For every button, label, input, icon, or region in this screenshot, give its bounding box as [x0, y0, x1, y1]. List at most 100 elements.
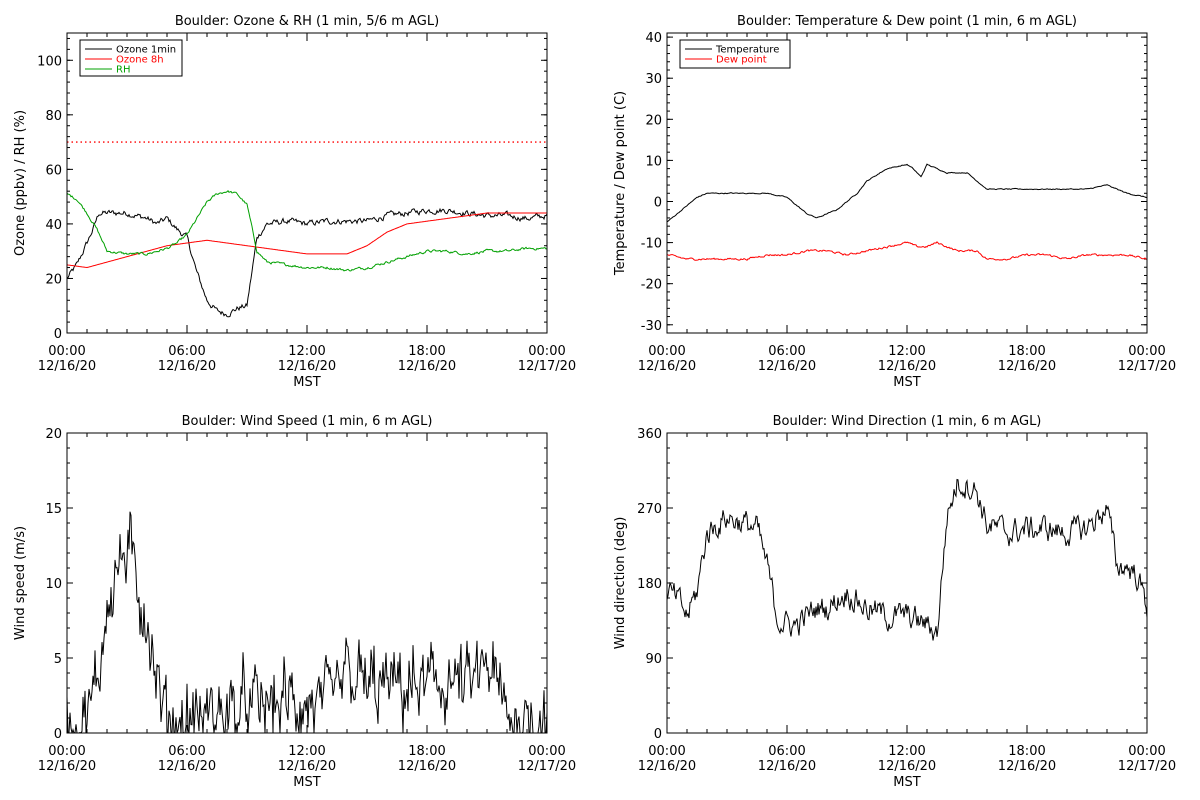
wind-speed-panel: Boulder: Wind Speed (1 min, 6 m AGL) Wind…	[13, 414, 576, 790]
y-tick-label: 90	[645, 652, 662, 667]
y-tick-label: 20	[45, 427, 62, 442]
y-tick-label: 30	[645, 72, 662, 87]
y-tick-label: -20	[641, 278, 662, 293]
y-tick-label: 80	[45, 109, 62, 124]
chart-title: Boulder: Wind Direction (1 min, 6 m AGL)	[773, 414, 1042, 429]
legend-box	[679, 39, 791, 69]
series-line-ozone-8h	[67, 212, 547, 269]
y-tick-label: 180	[637, 577, 662, 592]
x-tick-time-label: 00:00	[48, 744, 85, 759]
wind-direction-panel: Boulder: Wind Direction (1 min, 6 m AGL)…	[613, 414, 1176, 790]
x-tick-date-label: 12/16/20	[638, 359, 696, 374]
x-tick-time-label: 06:00	[768, 344, 805, 359]
x-tick-date-label: 12/16/20	[758, 759, 816, 774]
legend-label: Dew point	[716, 55, 767, 66]
y-tick-label: 0	[54, 727, 62, 742]
y-axis-label: Wind speed (m/s)	[13, 526, 28, 640]
y-tick-label: 360	[637, 427, 662, 442]
x-axis-label: MST	[293, 775, 320, 790]
x-tick-time-label: 06:00	[168, 344, 205, 359]
x-tick-date-label: 12/16/20	[878, 359, 936, 374]
series-line-0	[667, 478, 1147, 641]
y-tick-label: -10	[641, 237, 662, 252]
y-tick-label: 100	[37, 54, 62, 69]
chart-title: Boulder: Temperature & Dew point (1 min,…	[737, 14, 1077, 29]
x-tick-time-label: 12:00	[288, 744, 325, 759]
y-tick-label: 0	[54, 327, 62, 342]
x-tick-date-label: 12/16/20	[38, 359, 96, 374]
y-tick-label: 60	[45, 163, 62, 178]
x-tick-date-label: 12/16/20	[758, 359, 816, 374]
x-tick-time-label: 00:00	[48, 344, 85, 359]
y-tick-label: 270	[637, 502, 662, 517]
plot-frame	[66, 432, 548, 734]
legend-box	[79, 39, 183, 77]
y-tick-label: 5	[54, 652, 62, 667]
y-tick-label: 10	[45, 577, 62, 592]
y-tick-label: 0	[654, 195, 662, 210]
x-tick-date-label: 12/16/20	[998, 759, 1056, 774]
x-tick-time-label: 00:00	[528, 344, 565, 359]
y-axis-label: Temperature / Dew point (C)	[613, 91, 628, 276]
x-tick-date-label: 12/16/20	[158, 359, 216, 374]
x-tick-time-label: 00:00	[528, 744, 565, 759]
y-tick-label: 20	[645, 113, 662, 128]
y-tick-label: 15	[45, 502, 62, 517]
legend-label: RH	[116, 65, 130, 76]
plot-area	[67, 190, 547, 318]
chart-title: Boulder: Wind Speed (1 min, 6 m AGL)	[182, 414, 433, 429]
y-axis-label: Ozone (ppbv) / RH (%)	[13, 110, 28, 256]
series-line-temperature	[667, 163, 1147, 223]
series-line-ozone-1min	[67, 207, 547, 318]
x-tick-time-label: 06:00	[168, 744, 205, 759]
x-tick-time-label: 00:00	[1128, 344, 1165, 359]
x-tick-time-label: 12:00	[888, 344, 925, 359]
temperature-dewpoint-panel: Boulder: Temperature & Dew point (1 min,…	[613, 14, 1176, 390]
x-tick-date-label: 12/17/20	[1118, 759, 1176, 774]
x-tick-date-label: 12/17/20	[518, 359, 576, 374]
plot-area	[667, 478, 1147, 641]
y-tick-label: 40	[645, 31, 662, 46]
x-tick-time-label: 12:00	[288, 344, 325, 359]
plot-frame	[666, 432, 1148, 734]
x-tick-time-label: 18:00	[408, 744, 445, 759]
x-tick-time-label: 00:00	[648, 344, 685, 359]
series-line-0	[67, 511, 547, 733]
x-tick-time-label: 18:00	[1008, 744, 1045, 759]
x-tick-time-label: 00:00	[648, 744, 685, 759]
x-tick-date-label: 12/16/20	[278, 759, 336, 774]
plot-frame	[666, 32, 1148, 334]
series-line-rh	[67, 190, 547, 272]
x-axis-label: MST	[293, 375, 320, 390]
x-tick-date-label: 12/17/20	[1118, 359, 1176, 374]
x-tick-date-label: 12/16/20	[878, 759, 936, 774]
x-tick-time-label: 12:00	[888, 744, 925, 759]
x-axis-label: MST	[893, 375, 920, 390]
y-tick-label: 10	[645, 154, 662, 169]
plot-area	[667, 163, 1147, 261]
x-tick-time-label: 00:00	[1128, 744, 1165, 759]
x-tick-date-label: 12/16/20	[398, 359, 456, 374]
x-tick-time-label: 18:00	[408, 344, 445, 359]
x-tick-date-label: 12/16/20	[278, 359, 336, 374]
legend-label: Temperature	[715, 45, 779, 56]
x-tick-date-label: 12/16/20	[158, 759, 216, 774]
x-tick-date-label: 12/16/20	[638, 759, 696, 774]
x-tick-time-label: 06:00	[768, 744, 805, 759]
x-tick-date-label: 12/16/20	[998, 359, 1056, 374]
x-tick-date-label: 12/16/20	[38, 759, 96, 774]
series-line-dew-point	[667, 241, 1147, 261]
x-axis-label: MST	[893, 775, 920, 790]
y-tick-label: 40	[45, 218, 62, 233]
chart-title: Boulder: Ozone & RH (1 min, 5/6 m AGL)	[175, 14, 439, 29]
x-tick-date-label: 12/17/20	[518, 759, 576, 774]
x-tick-date-label: 12/16/20	[398, 759, 456, 774]
y-tick-label: 20	[45, 272, 62, 287]
x-tick-time-label: 18:00	[1008, 344, 1045, 359]
plot-frame	[66, 32, 548, 334]
y-tick-label: -30	[641, 319, 662, 334]
